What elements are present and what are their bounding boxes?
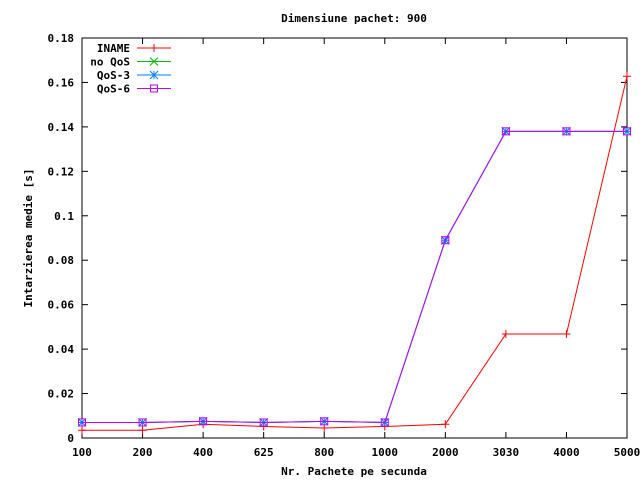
x-tick-label: 2000 bbox=[432, 446, 459, 459]
data-point-3 bbox=[623, 127, 631, 136]
x-tick-label: 100 bbox=[72, 446, 92, 459]
data-point-3 bbox=[199, 417, 208, 426]
chart-title: Dimensiune pachet: 900 bbox=[281, 12, 427, 25]
x-tick-label: 400 bbox=[193, 446, 213, 459]
y-tick-label: 0.18 bbox=[48, 32, 75, 45]
series-line-3 bbox=[82, 130, 627, 423]
x-tick-label: 5000 bbox=[614, 446, 640, 459]
data-point-3 bbox=[78, 418, 86, 427]
data-point-3 bbox=[501, 127, 510, 136]
plot-frame bbox=[81, 37, 628, 439]
legend-marker bbox=[149, 70, 159, 80]
y-tick-label: 0.08 bbox=[48, 254, 75, 267]
data-point-3 bbox=[259, 418, 268, 427]
x-tick-label: 4000 bbox=[553, 446, 580, 459]
y-tick-label: 0.06 bbox=[48, 299, 75, 312]
data-point-0 bbox=[78, 426, 86, 435]
series-line-0 bbox=[82, 76, 628, 431]
y-tick-label: 0 bbox=[67, 432, 74, 445]
legend-label: no QoS bbox=[90, 56, 130, 69]
data-point-3 bbox=[320, 417, 329, 426]
x-axis-label: Nr. Pachete pe secunda bbox=[281, 465, 427, 478]
x-tick-label: 200 bbox=[133, 446, 153, 459]
data-point-0 bbox=[441, 420, 450, 429]
y-tick-label: 0.1 bbox=[54, 210, 74, 223]
data-point-3 bbox=[138, 418, 147, 427]
y-tick-label: 0.04 bbox=[48, 343, 75, 356]
data-point-0 bbox=[138, 426, 147, 435]
legend-marker bbox=[150, 84, 158, 93]
legend-label: QoS-6 bbox=[97, 83, 130, 96]
y-axis-label: Intarzierea medie [s] bbox=[22, 168, 35, 307]
data-point-0 bbox=[501, 330, 510, 338]
legend-marker bbox=[149, 57, 159, 66]
legend-marker bbox=[150, 44, 158, 52]
x-tick-label: 1000 bbox=[372, 446, 399, 459]
y-tick-label: 0.14 bbox=[48, 121, 75, 134]
y-tick-label: 0.16 bbox=[48, 76, 75, 89]
data-point-3 bbox=[441, 236, 450, 245]
y-tick-label: 0.02 bbox=[48, 388, 75, 401]
data-point-0 bbox=[562, 330, 571, 338]
legend-label: QoS-3 bbox=[97, 69, 130, 82]
x-tick-label: 800 bbox=[314, 446, 334, 459]
legend-label: INAME bbox=[97, 42, 130, 55]
data-point-3 bbox=[562, 127, 571, 136]
y-tick-label: 0.12 bbox=[48, 165, 75, 178]
plot-area: 0 0.02 0.04 0.06 0.08 0.1 0.12 0.14 0.16 0.18 100 2… bbox=[48, 32, 640, 459]
data-point-3 bbox=[380, 418, 389, 427]
data-point-0 bbox=[623, 72, 631, 81]
x-tick-label: 625 bbox=[254, 446, 274, 459]
x-tick-label: 3030 bbox=[493, 446, 520, 459]
